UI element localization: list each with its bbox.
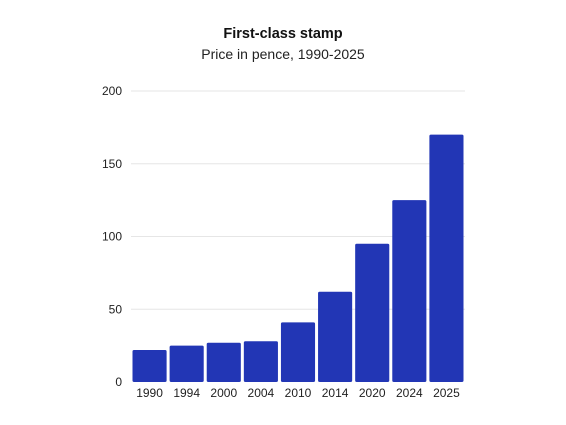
y-tick-label: 50 (109, 302, 123, 316)
bar-2025 (429, 134, 464, 382)
x-tick-label: 2004 (248, 386, 275, 400)
x-tick-label: 2014 (322, 386, 349, 400)
bar-1994 (169, 345, 204, 382)
bar-2014 (318, 291, 353, 382)
x-tick-label: 1990 (136, 386, 163, 400)
x-tick-label: 2024 (396, 386, 423, 400)
y-tick-label: 200 (102, 84, 122, 98)
x-tick-label: 1994 (173, 386, 200, 400)
y-tick-label: 150 (102, 157, 122, 171)
x-tick-label: 2025 (433, 386, 460, 400)
bar-2004 (243, 341, 278, 382)
y-tick-label: 0 (115, 375, 122, 389)
bar-2020 (355, 243, 390, 382)
x-tick-label: 2020 (359, 386, 386, 400)
bar-1990 (132, 349, 167, 382)
chart-title: First-class stamp (223, 26, 343, 42)
bar-2010 (280, 322, 316, 382)
chart-subtitle: Price in pence, 1990-2025 (201, 46, 365, 62)
x-tick-label: 2010 (285, 386, 312, 400)
x-tick-label: 2000 (210, 386, 237, 400)
bar-2024 (392, 200, 427, 382)
bar-2000 (206, 342, 241, 382)
y-tick-label: 100 (102, 230, 122, 244)
